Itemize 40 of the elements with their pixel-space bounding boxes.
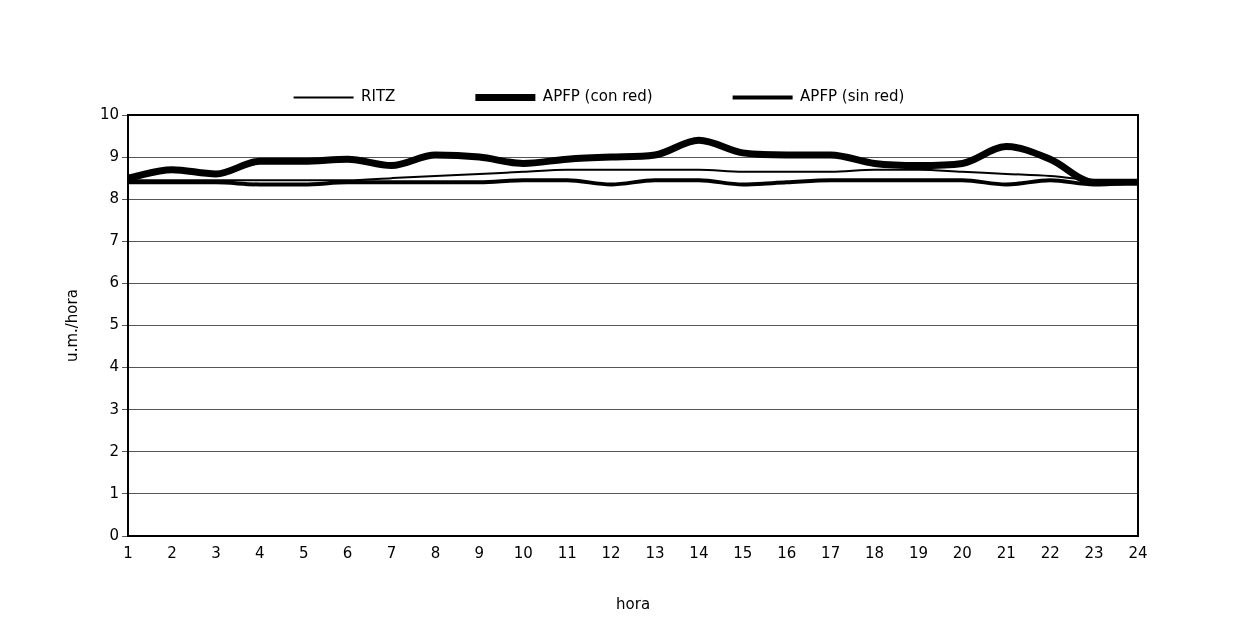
x-tick-label: 21	[996, 543, 1016, 562]
y-tick-label: 5	[109, 315, 120, 334]
x-tick-label: 13	[645, 543, 665, 562]
x-tick-label: 16	[777, 543, 797, 562]
y-tick-label: 1	[109, 483, 120, 502]
x-tick-label: 22	[1040, 543, 1060, 562]
x-tick-label: 18	[865, 543, 885, 562]
y-tick-label: 8	[109, 189, 120, 208]
y-tick-label: 10	[99, 104, 120, 123]
x-tick-label: 2	[167, 543, 177, 562]
x-axis-title: hora	[616, 594, 651, 613]
x-tick-label: 19	[908, 543, 928, 562]
legend-label: RITZ	[361, 87, 396, 106]
x-tick-label: 3	[211, 543, 221, 562]
x-tick-label: 11	[557, 543, 577, 562]
legend-label: APFP (sin red)	[800, 87, 905, 106]
y-tick-label: 9	[109, 146, 120, 165]
x-tick-label: 8	[430, 543, 441, 562]
x-tick-label: 6	[342, 543, 353, 562]
y-tick-label: 6	[109, 273, 120, 292]
x-tick-label: 10	[513, 543, 533, 562]
y-tick-label: 7	[109, 231, 120, 250]
x-tick-label: 5	[298, 543, 309, 562]
x-tick-label: 20	[952, 543, 972, 562]
x-tick-label: 7	[386, 543, 397, 562]
x-tick-label: 9	[474, 543, 485, 562]
x-tick-label: 14	[689, 543, 709, 562]
y-axis-title: u.m./hora	[62, 289, 81, 362]
y-tick-label: 3	[109, 399, 120, 418]
x-tick-label: 4	[255, 543, 265, 562]
x-tick-label: 15	[733, 543, 753, 562]
x-tick-label: 1	[123, 543, 133, 562]
x-tick-label: 17	[821, 543, 841, 562]
y-tick-label: 2	[109, 441, 120, 460]
x-tick-label: 12	[601, 543, 621, 562]
y-tick-label: 0	[109, 525, 120, 544]
legend-label: APFP (con red)	[542, 87, 653, 106]
y-tick-label: 4	[109, 357, 120, 376]
x-tick-label: 23	[1084, 543, 1104, 562]
x-tick-label: 24	[1128, 543, 1148, 562]
